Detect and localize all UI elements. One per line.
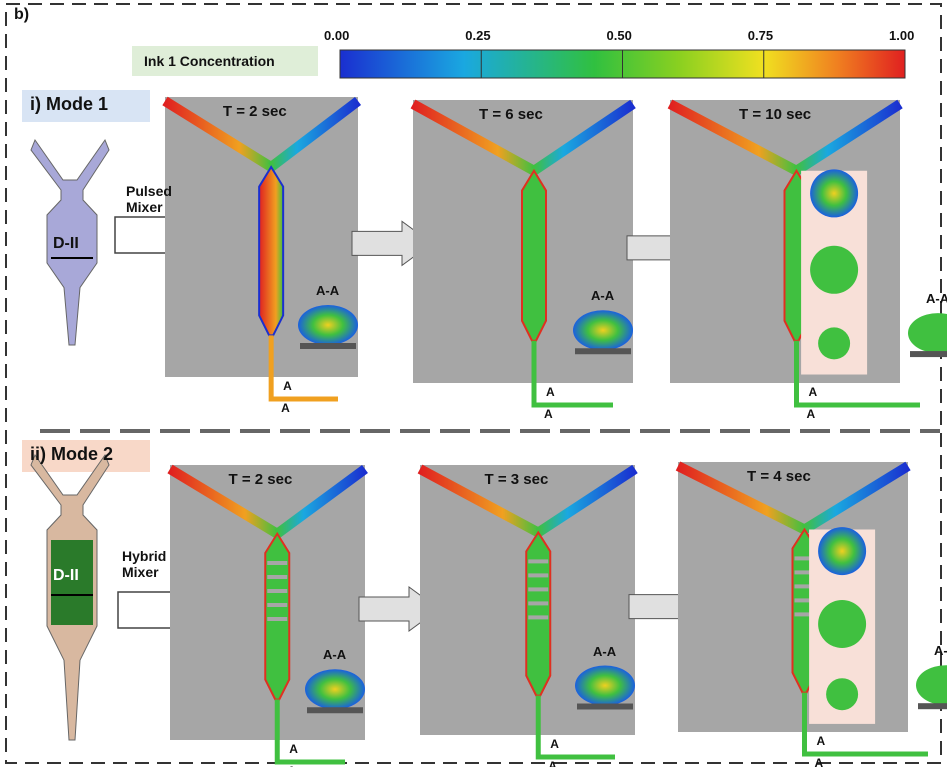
time-label: T = 10 sec: [739, 106, 811, 123]
cut-label: A: [283, 379, 292, 393]
mixing-chamber: [522, 171, 546, 341]
inset-section: [818, 527, 866, 575]
cross-section: [575, 666, 635, 706]
baffle: [267, 561, 287, 565]
cut-label: A: [550, 737, 559, 751]
cut-label: A: [807, 407, 816, 421]
colorbar-tick-label: 1.00: [889, 28, 914, 43]
time-label: T = 6 sec: [479, 106, 543, 123]
baffle: [267, 575, 287, 579]
cut-label: A: [546, 385, 555, 399]
mixer-label: Hybrid Mixer: [122, 548, 178, 580]
baffle: [528, 587, 548, 591]
row-title: ii) Mode 2: [30, 444, 113, 465]
time-label: T = 3 sec: [485, 471, 549, 488]
device-label: D-II: [53, 567, 79, 585]
cross-section-base: [307, 707, 363, 713]
mixing-chamber: [259, 167, 283, 335]
cross-section-base: [575, 348, 631, 354]
mixing-chamber: [265, 534, 289, 700]
figure: b) Ink 1 Concentration 0.00 0.25 0.50 0.75 1.0…: [0, 0, 947, 767]
cross-section-base: [918, 703, 947, 709]
cross-section-base: [910, 351, 947, 357]
baffle: [528, 573, 548, 577]
section-label: A-A: [926, 291, 947, 306]
inset-section: [826, 678, 858, 710]
time-label: T = 2 sec: [229, 471, 293, 488]
baffle: [528, 601, 548, 605]
cross-section-base: [577, 704, 633, 710]
colorbar-tick-label: 0.75: [748, 28, 773, 43]
cross-section: [573, 310, 633, 350]
baffle: [267, 603, 287, 607]
row-title: i) Mode 1: [30, 94, 108, 115]
baffle: [267, 617, 287, 621]
cut-label: A: [817, 734, 826, 748]
baffle: [267, 589, 287, 593]
cut-label: A: [548, 759, 557, 767]
device-label: D-II: [53, 235, 79, 253]
colorbar-tick-label: 0.00: [324, 28, 349, 43]
cross-section-base: [300, 343, 356, 349]
baffle: [528, 615, 548, 619]
cross-section: [298, 305, 358, 345]
section-label: A-A: [934, 643, 947, 658]
cross-section: [916, 665, 947, 705]
mixing-chamber: [526, 533, 550, 696]
inset-section: [810, 246, 858, 294]
cut-label: A: [809, 385, 818, 399]
panel-label: b): [14, 6, 29, 24]
time-label: T = 4 sec: [747, 468, 811, 485]
colorbar-tick-label: 0.50: [607, 28, 632, 43]
cut-label: A: [289, 742, 298, 756]
baffle: [528, 559, 548, 563]
section-label: A-A: [323, 647, 346, 662]
section-label: A-A: [591, 288, 614, 303]
inset-section: [818, 327, 850, 359]
time-label: T = 2 sec: [223, 103, 287, 120]
mixer-label: Pulsed Mixer: [126, 183, 182, 215]
inset-section: [818, 600, 866, 648]
inset-section: [810, 169, 858, 217]
section-label: A-A: [316, 283, 339, 298]
colorbar-title: Ink 1 Concentration: [144, 53, 275, 69]
section-label: A-A: [593, 644, 616, 659]
cross-section: [908, 313, 947, 353]
cross-section: [305, 669, 365, 709]
colorbar-tick-label: 0.25: [465, 28, 490, 43]
cut-label: A: [281, 401, 290, 415]
cut-label: A: [544, 407, 553, 421]
cut-label: A: [815, 756, 824, 767]
